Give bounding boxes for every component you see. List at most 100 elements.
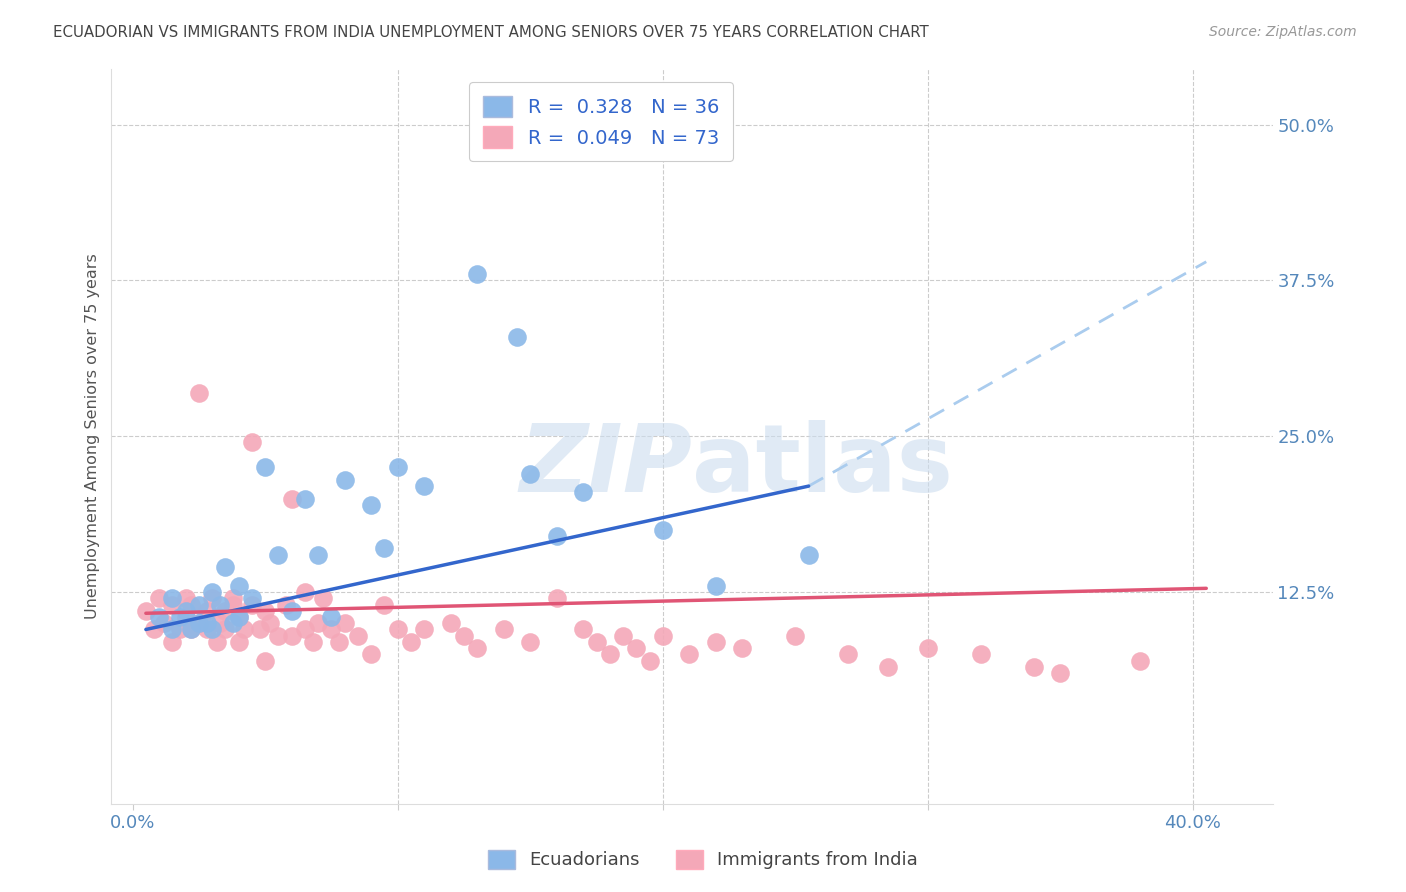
Point [651,523,673,537]
Point [259,616,281,631]
Point [347,629,370,643]
Point [240,598,263,612]
Point [169,610,191,624]
Point [174,610,197,624]
Point [276,598,298,612]
Point [678,648,700,662]
Point [228,610,250,624]
Point [731,641,754,656]
Point [917,641,939,656]
Point [201,623,224,637]
Point [1049,666,1071,681]
Point [465,641,488,656]
Point [240,435,263,450]
Point [214,604,236,618]
Point [233,623,256,637]
Point [360,498,382,512]
Point [294,491,316,506]
Point [280,629,302,643]
Point [228,635,250,649]
Point [267,629,290,643]
Point [519,635,541,649]
Text: ZIP: ZIP [519,419,692,512]
Point [195,604,218,618]
Point [162,635,184,649]
Point [413,623,436,637]
Point [294,585,316,599]
Point [228,579,250,593]
Point [214,623,236,637]
Point [209,598,232,612]
Point [142,623,165,637]
Point [797,548,820,562]
Point [187,598,209,612]
Point [228,610,250,624]
Point [453,629,475,643]
Text: ECUADORIAN VS IMMIGRANTS FROM INDIA UNEMPLOYMENT AMONG SENIORS OVER 75 YEARS COR: ECUADORIAN VS IMMIGRANTS FROM INDIA UNEM… [53,25,929,40]
Point [209,616,232,631]
Point [492,623,515,637]
Point [572,485,595,500]
Point [214,560,236,574]
Point [201,585,224,599]
Point [519,467,541,481]
Point [307,548,329,562]
Point [254,604,277,618]
Text: atlas: atlas [692,419,953,512]
Point [169,623,191,637]
Point [195,616,218,631]
Point [877,660,900,674]
Point [280,604,302,618]
Point [585,635,607,649]
Point [254,654,277,668]
Point [704,635,727,649]
Point [506,329,529,343]
Point [135,604,157,618]
Point [651,629,673,643]
Point [373,598,395,612]
Point [187,385,209,400]
Point [187,616,209,631]
Point [546,591,568,606]
Point [333,616,356,631]
Point [1022,660,1045,674]
Point [153,616,176,631]
Point [222,598,245,612]
Point [785,629,807,643]
Point [837,648,859,662]
Point [413,479,436,493]
Point [307,616,329,631]
Point [373,541,395,556]
Point [302,635,325,649]
Point [638,654,661,668]
Point [465,267,488,281]
Point [704,579,727,593]
Point [162,623,184,637]
Point [195,623,218,637]
Point [280,491,302,506]
Point [148,610,170,624]
Point [201,591,224,606]
Point [180,623,202,637]
Point [240,591,263,606]
Point [321,610,343,624]
Point [162,598,184,612]
Legend: R =  0.328   N = 36, R =  0.049   N = 73: R = 0.328 N = 36, R = 0.049 N = 73 [470,82,733,161]
Point [187,616,209,631]
Point [387,460,409,475]
Point [599,648,621,662]
Point [333,473,356,487]
Point [626,641,648,656]
Point [312,591,335,606]
Point [612,629,634,643]
Y-axis label: Unemployment Among Seniors over 75 years: Unemployment Among Seniors over 75 years [86,253,100,619]
Point [222,616,245,631]
Point [148,591,170,606]
Point [970,648,993,662]
Point [162,591,184,606]
Point [328,635,350,649]
Point [1129,654,1152,668]
Point [267,548,290,562]
Point [387,623,409,637]
Point [321,623,343,637]
